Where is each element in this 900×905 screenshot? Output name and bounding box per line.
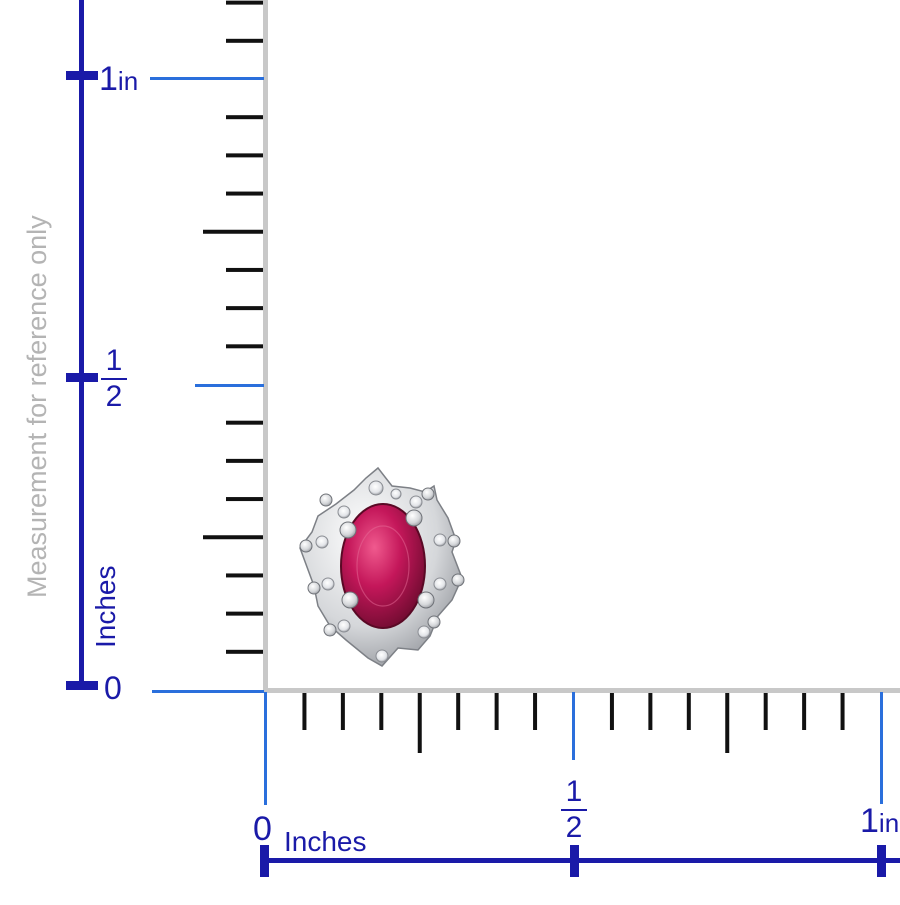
horizontal-tick: [379, 693, 384, 730]
horizontal-tick: [417, 693, 422, 753]
measurement-disclaimer: Measurement for reference only: [22, 215, 52, 598]
one-inch-line-horizontal: [880, 692, 883, 804]
horizontal-tick: [340, 693, 345, 730]
vertical-tick: [226, 38, 263, 43]
vertical-tick: [226, 344, 263, 349]
vertical-tick: [226, 649, 263, 654]
half-inch-line-horizontal: [572, 692, 575, 760]
horizontal-tick: [648, 693, 653, 730]
vertical-tick: [203, 229, 263, 234]
horizontal-tick: [456, 693, 461, 730]
half-inch-line-vertical: [195, 384, 264, 387]
vertical-tick: [226, 611, 263, 616]
vertical-one-inch-label: 1in: [99, 60, 139, 98]
vertical-tick: [226, 573, 263, 578]
vertical-ruler-edge: [263, 0, 268, 690]
horizontal-tick: [533, 693, 538, 730]
vertical-half-inch-label: 1 2: [101, 346, 127, 412]
vertical-tick: [226, 420, 263, 425]
horizontal-ruler-ticks: [302, 693, 845, 753]
vertical-ruler-ticks: [203, 0, 263, 654]
horizontal-inches-label: Inches: [284, 826, 367, 857]
zero-line-vertical: [152, 690, 264, 693]
vertical-scale-bar: [66, 0, 98, 690]
horizontal-tick: [609, 693, 614, 730]
vertical-tick: [226, 191, 263, 196]
vertical-tick: [203, 535, 263, 540]
horizontal-tick: [763, 693, 768, 730]
horizontal-zero-label: 0: [253, 810, 272, 848]
vertical-inches-label: Inches: [90, 565, 121, 649]
vertical-tick: [226, 115, 263, 120]
horizontal-ruler-edge: [263, 688, 900, 693]
horizontal-tick: [802, 693, 807, 730]
horizontal-tick: [686, 693, 691, 730]
ruby-earring: [299, 466, 465, 667]
vertical-tick: [226, 497, 263, 502]
vertical-tick: [226, 306, 263, 311]
horizontal-one-inch-label: 1in: [860, 802, 900, 840]
vertical-tick: [226, 267, 263, 272]
vertical-tick: [226, 458, 263, 463]
zero-line-horizontal: [264, 692, 267, 805]
vertical-zero-label: 0: [104, 670, 122, 706]
horizontal-half-inch-label: 1 2: [561, 777, 587, 843]
vertical-tick: [226, 0, 263, 5]
horizontal-tick: [302, 693, 307, 730]
horizontal-scale-bar: [260, 845, 900, 877]
horizontal-tick: [725, 693, 730, 753]
one-inch-line-vertical: [150, 77, 264, 80]
horizontal-tick: [840, 693, 845, 730]
vertical-tick: [226, 153, 263, 158]
horizontal-tick: [494, 693, 499, 730]
